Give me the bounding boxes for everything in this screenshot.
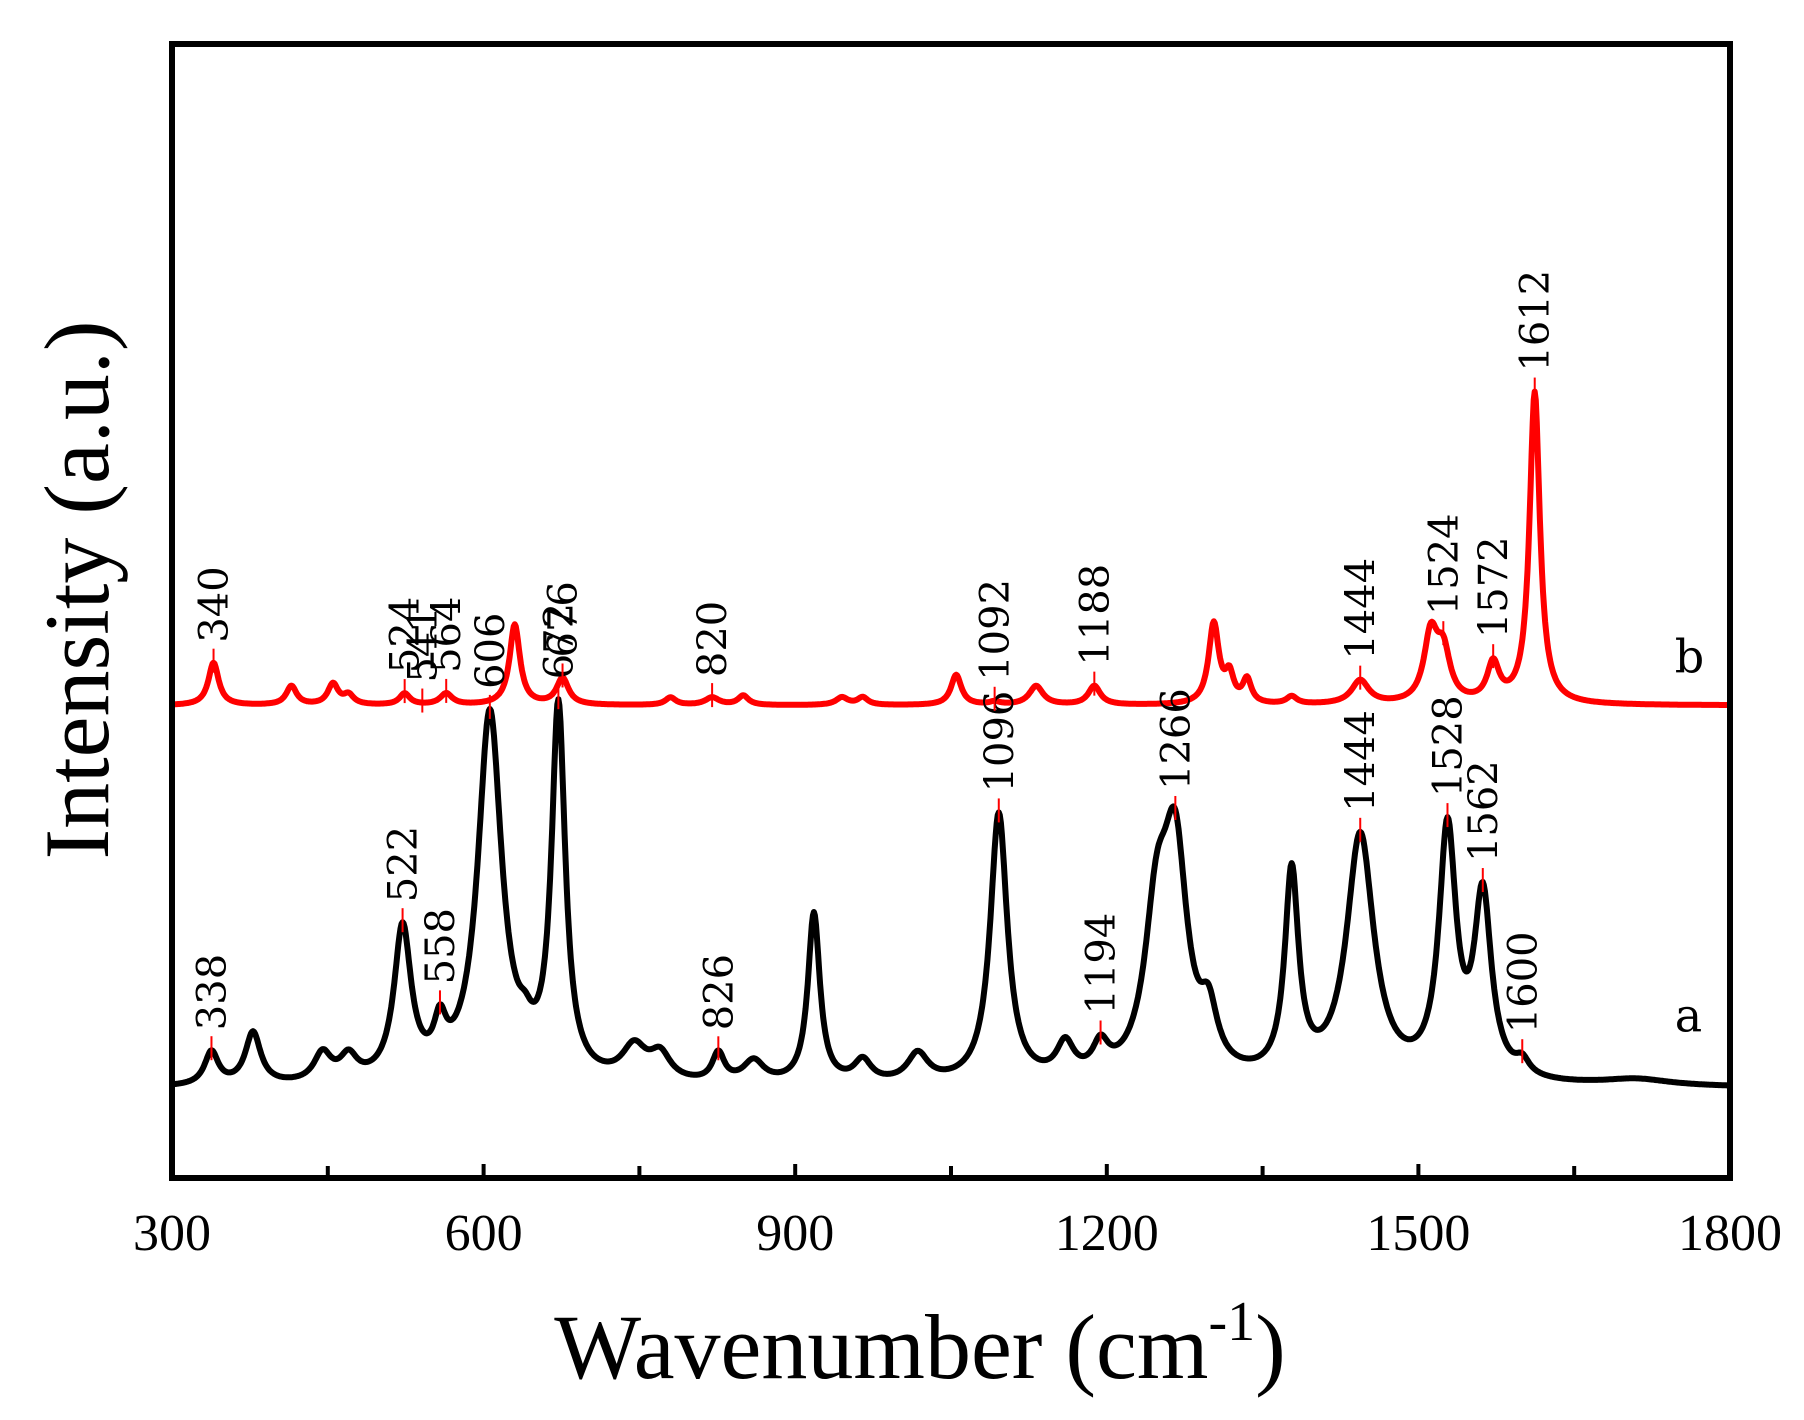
x-axis-title-main: Wavenumber (cm <box>554 1296 1208 1398</box>
series-b-label: b <box>1675 629 1704 683</box>
y-axis-title: Intensity (a.u.) <box>26 320 128 859</box>
peak-label-b-340: 340 <box>192 566 238 642</box>
x-tick-label-1200: 1200 <box>1055 1205 1159 1262</box>
peak-label-b-1612: 1612 <box>1513 270 1559 372</box>
peak-label-b-1188: 1188 <box>1072 564 1118 666</box>
peak-label-b-1524: 1524 <box>1421 513 1467 615</box>
x-tick-label-300: 300 <box>133 1205 211 1262</box>
peak-label-a-1096: 1096 <box>977 691 1023 793</box>
peak-label-a-1528: 1528 <box>1425 695 1471 797</box>
peak-label-a-672: 672 <box>536 603 582 679</box>
peak-label-a-606: 606 <box>468 613 514 689</box>
x-axis-title-close: ) <box>1255 1296 1286 1398</box>
x-axis-title: Wavenumber (cm-1) <box>554 1291 1286 1398</box>
peak-label-b-1572: 1572 <box>1471 536 1517 638</box>
series-a-label: a <box>1675 989 1702 1043</box>
x-tick-label-1500: 1500 <box>1366 1205 1470 1262</box>
peak-label-b-820: 820 <box>690 601 736 677</box>
peak-label-a-1562: 1562 <box>1461 760 1507 862</box>
series-a-line <box>170 696 1732 1089</box>
peak-label-b-524: 524 <box>383 597 429 673</box>
x-axis-title-superscript: -1 <box>1208 1291 1255 1353</box>
peak-label-a-1266: 1266 <box>1153 688 1199 790</box>
peak-label-b-676: 676 <box>541 581 587 657</box>
x-tick-label-600: 600 <box>445 1205 523 1262</box>
peak-label-a-1600: 1600 <box>1500 931 1546 1033</box>
peak-label-a-558: 558 <box>418 908 464 984</box>
peak-label-a-338: 338 <box>189 954 235 1030</box>
peak-label-a-522: 522 <box>381 826 427 902</box>
peak-label-b-564: 564 <box>424 597 470 673</box>
x-tick-label-900: 900 <box>756 1205 834 1262</box>
peak-label-a-826: 826 <box>696 954 742 1030</box>
peak-label-b-541: 541 <box>400 606 446 682</box>
plot-layer <box>170 388 1732 1089</box>
peak-label-a-1194: 1194 <box>1079 913 1125 1015</box>
peak-label-b-1444: 1444 <box>1338 558 1384 660</box>
peak-label-b-1092: 1092 <box>973 579 1019 681</box>
x-tick-layer: 300 600 900 1200 1500 1800 <box>133 1164 1782 1262</box>
x-tick-label-1800: 1800 <box>1678 1205 1782 1262</box>
peak-label-a-1444: 1444 <box>1338 710 1384 812</box>
series-b-line <box>170 388 1732 708</box>
